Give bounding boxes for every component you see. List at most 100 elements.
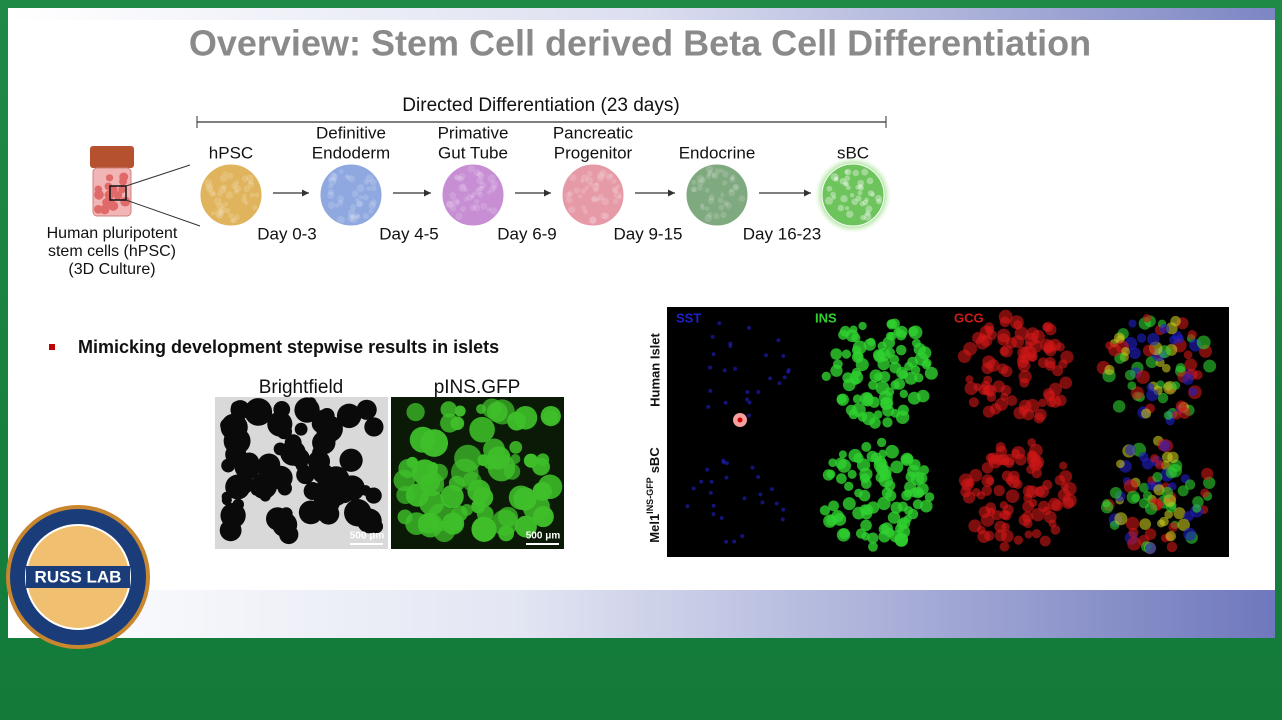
cell-texture xyxy=(569,174,577,182)
islet xyxy=(533,481,553,501)
cell-texture xyxy=(451,198,460,207)
islet xyxy=(454,444,482,473)
cell-texture xyxy=(463,187,469,193)
islet xyxy=(220,502,246,529)
cell-texture xyxy=(243,185,251,193)
islet-images: Brightfield 500 μm pINS.GFP 500 μm xyxy=(215,377,564,549)
cell-texture xyxy=(608,173,614,179)
islet xyxy=(532,457,550,476)
cell-texture xyxy=(327,189,334,196)
cell-texture xyxy=(211,191,216,197)
cell-signal xyxy=(851,333,861,343)
cell-texture xyxy=(350,215,358,224)
cell-signal xyxy=(1141,408,1152,419)
cell-signal xyxy=(971,487,981,497)
cell-texture xyxy=(861,168,869,176)
cell-texture xyxy=(362,194,369,201)
cell-texture xyxy=(567,190,574,197)
cell-texture xyxy=(586,170,593,177)
cell-signal xyxy=(887,511,901,524)
stage-label: Progenitor xyxy=(554,143,633,162)
cell-signal xyxy=(1011,335,1025,348)
cell-texture xyxy=(849,192,855,198)
cell-signal xyxy=(1169,335,1179,345)
source-label: stem cells (hPSC) xyxy=(48,243,176,260)
cell-signal xyxy=(1146,383,1155,392)
cell-texture xyxy=(582,209,589,215)
cell-texture xyxy=(565,196,573,204)
cell-texture xyxy=(857,183,864,189)
cell-signal xyxy=(909,459,921,471)
cell-signal xyxy=(1142,314,1152,323)
cell-signal xyxy=(885,490,897,502)
cell-signal xyxy=(855,528,867,539)
cell-texture xyxy=(230,217,236,223)
cell-signal xyxy=(890,460,904,474)
islet xyxy=(221,458,236,473)
arrow-head xyxy=(668,189,675,197)
cell-texture xyxy=(704,206,710,212)
cell-texture xyxy=(226,172,234,180)
cell-signal xyxy=(760,500,765,505)
channel-label: GCG xyxy=(954,310,984,325)
cell-signal xyxy=(1144,502,1158,515)
cell-signal xyxy=(1188,387,1198,397)
islet xyxy=(258,467,270,479)
cell-signal xyxy=(852,394,862,404)
cell-texture xyxy=(223,201,229,207)
cell-signal xyxy=(1139,518,1152,530)
stage-label: sBC xyxy=(837,143,869,162)
cell-signal xyxy=(849,370,864,385)
cell-signal xyxy=(1044,357,1056,369)
stage-label: Endoderm xyxy=(312,143,390,162)
cell-signal xyxy=(1136,370,1150,384)
islet xyxy=(277,481,292,496)
cell-texture xyxy=(490,180,498,188)
cell-texture xyxy=(460,183,467,190)
cell-texture xyxy=(492,185,497,191)
cell-texture xyxy=(714,168,721,175)
cell-signal xyxy=(1054,394,1067,407)
cell-signal xyxy=(745,389,750,394)
cell-signal xyxy=(858,321,867,331)
cell-signal xyxy=(1052,365,1064,377)
cell-signal xyxy=(1200,488,1210,498)
cell-texture xyxy=(213,197,222,206)
cell-texture xyxy=(580,188,587,194)
cell-signal xyxy=(723,400,728,405)
cell-texture xyxy=(704,214,712,223)
cell-texture xyxy=(479,185,485,191)
stage-label: hPSC xyxy=(209,143,253,162)
cell-texture xyxy=(588,216,597,225)
cell-texture xyxy=(711,172,717,178)
cell-texture xyxy=(617,194,623,200)
cell-texture xyxy=(870,192,876,197)
cell-texture xyxy=(330,172,338,181)
cell-texture xyxy=(718,204,725,211)
cell-texture xyxy=(600,212,608,220)
cell-texture xyxy=(706,212,713,218)
islet xyxy=(448,475,465,492)
islet xyxy=(461,504,473,516)
cell-signal xyxy=(1013,320,1023,330)
islet xyxy=(339,475,365,501)
cell-texture xyxy=(875,194,883,202)
cell-signal xyxy=(1124,369,1136,381)
image-label: pINS.GFP xyxy=(434,377,521,398)
cell-texture xyxy=(252,205,258,211)
cell-signal xyxy=(830,348,843,360)
scale-label: 500 μm xyxy=(350,531,385,542)
cell-texture xyxy=(487,174,496,183)
cell-texture xyxy=(722,171,729,178)
cell-texture xyxy=(466,194,474,201)
islet xyxy=(364,417,384,437)
cell-texture xyxy=(470,194,475,199)
cell-signal xyxy=(768,376,773,381)
cell-signal xyxy=(853,351,864,362)
stage-cell xyxy=(441,163,505,227)
cell-texture xyxy=(699,203,705,208)
cell-texture xyxy=(356,200,364,207)
cell-texture xyxy=(222,171,228,176)
cell-signal xyxy=(878,449,887,458)
cell-signal xyxy=(866,501,880,514)
